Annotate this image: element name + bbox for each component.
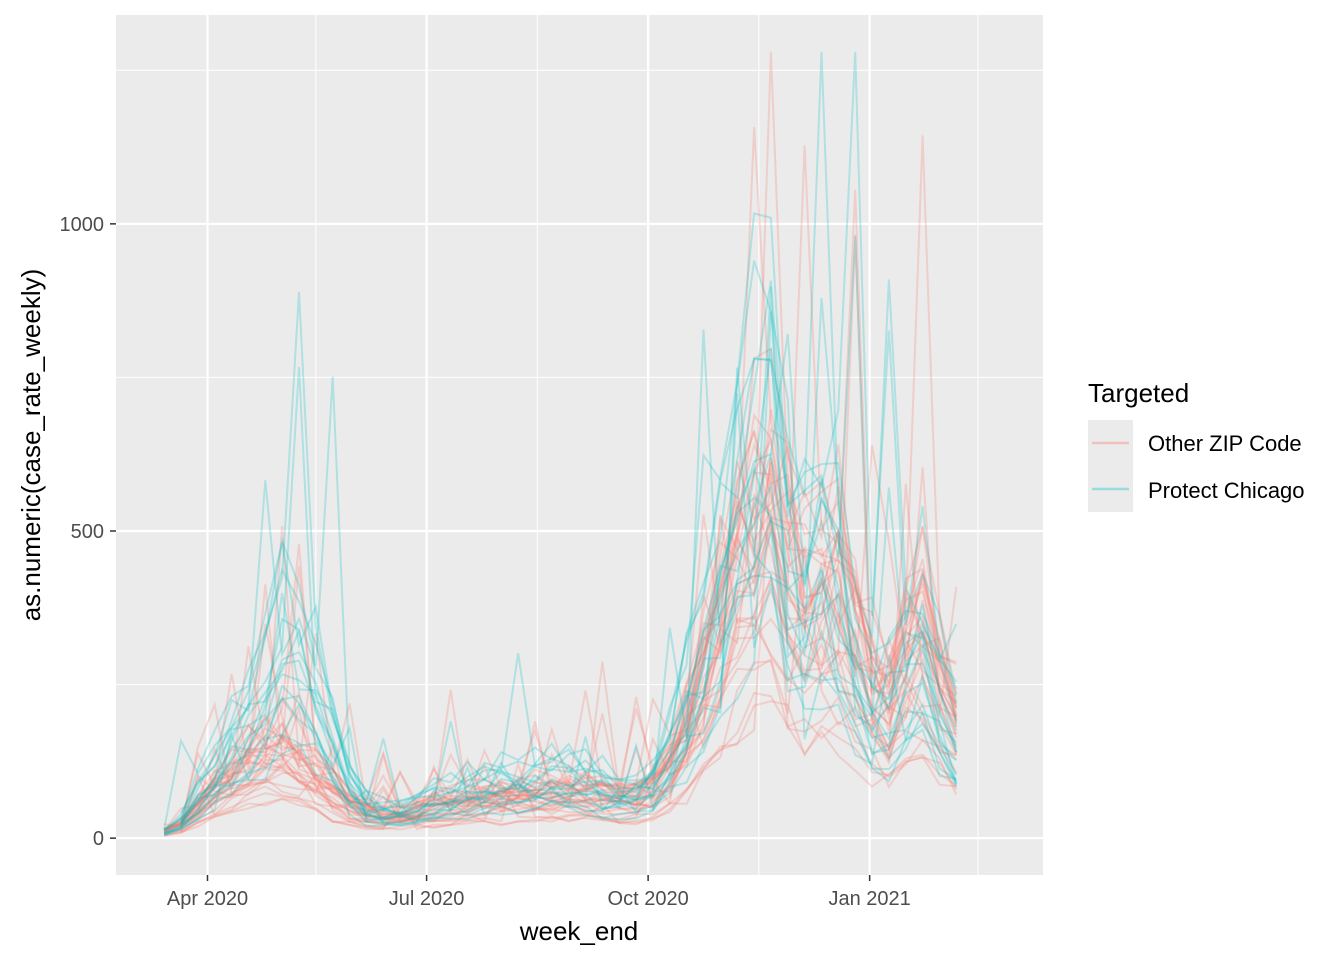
series-line (180, 513, 958, 821)
legend-title: Targeted (1088, 378, 1189, 408)
series-line (163, 51, 958, 832)
series-line (163, 127, 958, 830)
series-line (163, 618, 957, 835)
series-line (163, 489, 958, 834)
series-line (163, 430, 957, 832)
legend-label-protect: Protect Chicago (1148, 478, 1305, 503)
series-line (180, 445, 957, 821)
series-line (163, 286, 958, 835)
series-line (180, 189, 958, 824)
series-line (163, 412, 957, 832)
y-tick-label: 500 (71, 521, 104, 543)
series-line (180, 465, 958, 823)
series-line (163, 311, 958, 836)
x-axis-title: week_end (519, 916, 639, 946)
series-line (163, 482, 958, 834)
series-line (163, 437, 958, 833)
y-tick-label: 1000 (60, 214, 105, 236)
y-axis-title: as.numeric(case_rate_weekly) (16, 269, 46, 622)
series-line (163, 462, 958, 832)
series-line (163, 445, 957, 834)
series-line (180, 348, 958, 824)
series-line (163, 329, 958, 836)
series-line (180, 660, 958, 834)
series-line (163, 145, 958, 830)
x-tick-label: Jul 2020 (389, 888, 465, 910)
x-axis: Apr 2020 Jul 2020 Oct 2020 Jan 2021 (167, 875, 911, 910)
series-line (180, 570, 958, 827)
series-line (180, 529, 958, 826)
series-line (163, 442, 958, 830)
x-tick-label: Jan 2021 (828, 888, 910, 910)
x-tick-label: Apr 2020 (167, 888, 248, 910)
series-line (163, 565, 958, 834)
series-line (164, 515, 958, 828)
series-line (163, 367, 957, 836)
series-line (163, 469, 958, 837)
series-line (180, 346, 957, 825)
series-line (163, 516, 958, 831)
series-lines (163, 51, 958, 837)
series-line (180, 452, 958, 825)
legend-key-other (1088, 420, 1133, 466)
series-line (163, 457, 958, 831)
y-tick-label: 0 (93, 828, 104, 850)
series-line (164, 573, 957, 835)
series-line (163, 51, 958, 832)
x-tick-label: Oct 2020 (608, 888, 689, 910)
series-line (180, 546, 958, 832)
series-line (163, 234, 958, 833)
series-line (163, 51, 958, 829)
series-line (163, 393, 957, 836)
series-line (163, 357, 958, 832)
series-line (180, 212, 958, 814)
series-line (163, 493, 958, 833)
series-line (164, 700, 957, 837)
series-line (180, 592, 957, 828)
series-line (163, 279, 958, 831)
major-gridlines (116, 15, 1043, 875)
series-line (163, 587, 957, 834)
series-line (180, 577, 958, 828)
y-axis: 0 500 1000 (60, 214, 116, 850)
series-line (163, 471, 958, 831)
series-line (163, 691, 957, 837)
legend-key-protect (1088, 466, 1133, 512)
legend: Targeted Other ZIP Code Protect Chicago (1088, 378, 1305, 512)
series-line (180, 487, 958, 824)
series-line (163, 408, 958, 832)
series-line (180, 333, 958, 824)
series-line (163, 428, 958, 830)
plot-panel (116, 15, 1043, 875)
legend-label-other: Other ZIP Code (1148, 431, 1302, 456)
minor-gridlines (116, 15, 1043, 875)
series-line (163, 467, 958, 835)
